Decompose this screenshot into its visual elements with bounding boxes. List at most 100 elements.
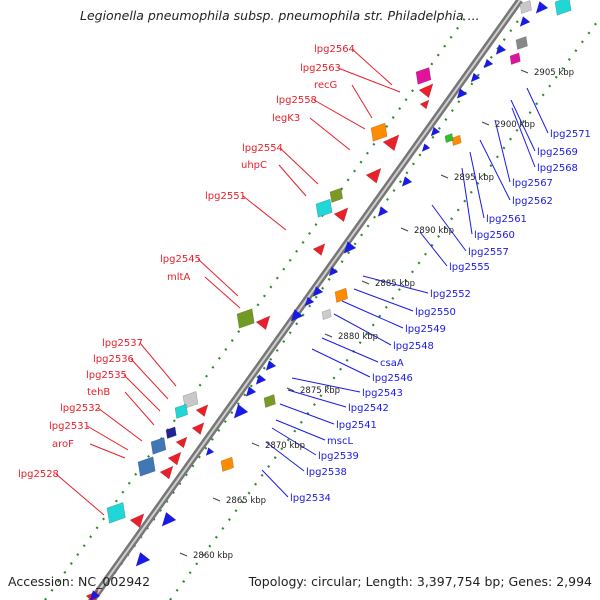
tick-mark: [520, 69, 529, 74]
orange-box: [220, 456, 234, 472]
olive-box: [236, 308, 255, 329]
position-tick: 2890 kbp: [414, 226, 454, 236]
gene-label: lpg2563: [300, 63, 341, 74]
gene-label: lpg2545: [160, 254, 201, 265]
tick-mark: [400, 227, 409, 232]
leader-line: [265, 441, 305, 472]
gene-label: lpg2536: [93, 354, 134, 365]
gene-label: lpg2560: [474, 230, 515, 241]
orange-box: [334, 287, 348, 303]
leader-line: [510, 99, 536, 152]
grey-box: [519, 0, 532, 14]
forward-arrow: [167, 451, 182, 466]
leader-line: [204, 276, 241, 309]
gene-label: aroF: [52, 439, 74, 450]
grey-box: [515, 36, 528, 50]
leader-line: [139, 342, 177, 387]
leader-line: [419, 231, 448, 267]
reverse-arrow: [483, 58, 494, 69]
position-tick: 2905 kbp: [534, 68, 574, 78]
orange-box: [451, 134, 462, 147]
gene-label: lpg2569: [537, 147, 578, 158]
gene-label: lpg2542: [348, 403, 389, 414]
leader-line: [337, 67, 401, 93]
leader-line: [494, 119, 511, 183]
reverse-arrow: [495, 44, 507, 55]
tick-mark: [324, 333, 333, 338]
position-tick: 2860 kbp: [193, 551, 233, 561]
position-tick: 2875 kbp: [300, 386, 340, 396]
gene-label: lpg2571: [550, 129, 591, 140]
leader-line: [278, 164, 307, 197]
gene-label: lpg2562: [512, 196, 553, 207]
gene-label: lpg2546: [372, 373, 413, 384]
gene-label: lpg2548: [393, 341, 434, 352]
gene-label: lpg2567: [512, 178, 553, 189]
reverse-arrow: [255, 374, 267, 385]
leader-line: [261, 469, 289, 498]
accession-text: Accession: NC_002942: [8, 574, 151, 589]
gene-label: lpg2554: [242, 143, 283, 154]
cyan-box: [554, 0, 572, 16]
forward-arrow: [419, 99, 430, 110]
forward-arrow: [382, 134, 400, 152]
leader-line: [526, 87, 549, 134]
gene-label: recG: [314, 80, 337, 91]
gene-label: lpg2557: [468, 247, 509, 258]
reverse-arrow: [161, 511, 177, 527]
pink-box: [415, 67, 432, 85]
gene-label: mscL: [327, 436, 353, 447]
forward-arrow: [333, 207, 349, 223]
gene-label: lpg2550: [415, 307, 456, 318]
reverse-arrow: [245, 386, 257, 397]
forward-arrow: [195, 404, 209, 418]
tick-mark: [286, 387, 295, 392]
gene-label: lpg2541: [336, 420, 377, 431]
position-tick: 2870 kbp: [265, 441, 305, 451]
gene-label: lpg2532: [60, 403, 101, 414]
pink-box: [509, 52, 521, 65]
reverse-arrow: [401, 176, 413, 187]
cyan-box: [106, 501, 126, 524]
gene-label: lpg2558: [276, 95, 317, 106]
leader-line: [287, 389, 347, 408]
forward-arrow: [418, 83, 434, 99]
forward-arrow: [365, 167, 382, 184]
leader-line: [55, 473, 105, 516]
leader-line: [124, 391, 155, 426]
leader-line: [89, 443, 126, 459]
orange-box: [370, 122, 388, 142]
leader-line: [351, 48, 393, 86]
forward-arrow: [312, 243, 326, 257]
leader-line: [275, 419, 326, 441]
position-tick: 2900 kbp: [495, 120, 535, 130]
topology-text: Topology: circular; Length: 3,397,754 bp…: [248, 574, 592, 589]
reverse-arrow: [304, 296, 315, 307]
leader-line: [341, 300, 404, 329]
reverse-arrow: [205, 447, 215, 457]
reverse-arrow: [377, 206, 389, 217]
leader-line: [333, 313, 392, 346]
tick-mark: [361, 280, 370, 285]
leader-line: [313, 99, 366, 130]
reverse-arrow: [312, 286, 324, 297]
leader-line: [279, 147, 319, 185]
reverse-arrow: [421, 143, 431, 153]
leader-line: [271, 427, 317, 456]
forward-arrow: [175, 436, 188, 449]
reverse-arrow: [456, 88, 468, 99]
gene-label: lpg2543: [362, 388, 403, 399]
reverse-arrow: [290, 308, 304, 322]
grey-box: [321, 308, 332, 321]
gene-label: lpg2552: [430, 289, 471, 300]
navy-box: [165, 426, 177, 439]
cyan-box: [315, 198, 333, 218]
gene-label: lpg2568: [537, 163, 578, 174]
leader-line: [123, 374, 161, 412]
gene-label: lpg2564: [314, 44, 355, 55]
leader-line: [351, 84, 373, 119]
leader-line: [362, 275, 429, 294]
tick-mark: [251, 442, 260, 447]
leader-line: [321, 337, 379, 363]
